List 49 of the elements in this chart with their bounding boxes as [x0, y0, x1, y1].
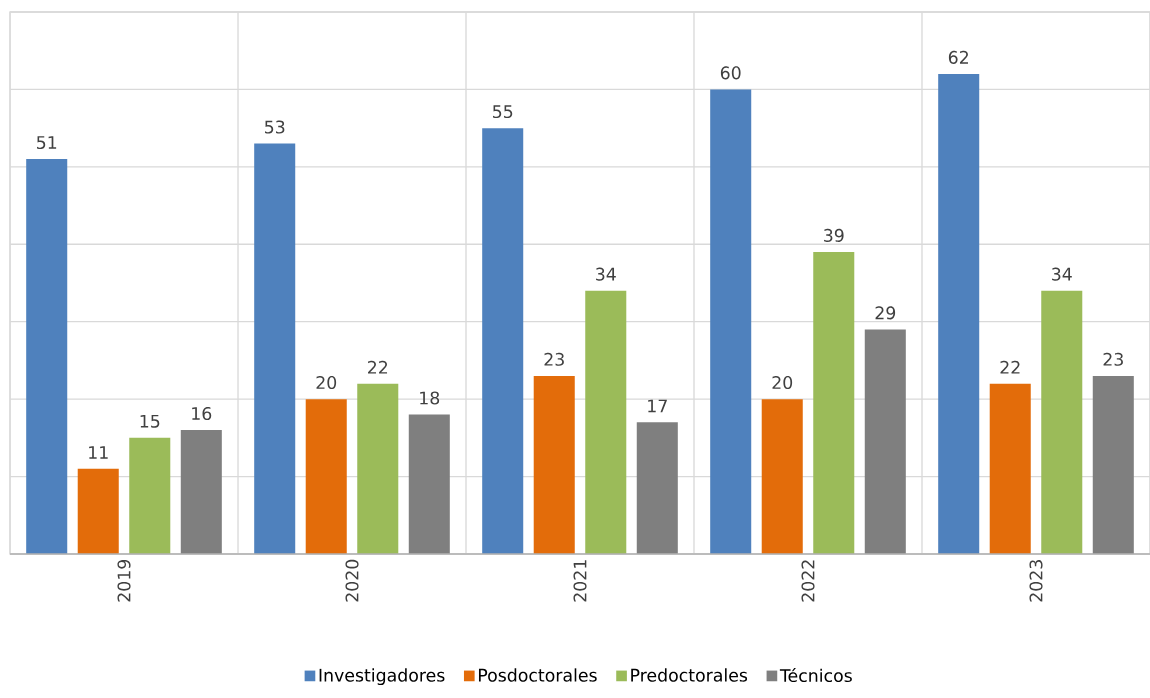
data-label: 15: [140, 414, 160, 428]
data-label: 23: [544, 352, 564, 366]
x-tick-label: 2019: [117, 559, 131, 602]
bar: [533, 375, 575, 554]
bar: [864, 329, 906, 554]
bar: [813, 252, 855, 554]
legend-label: Técnicos: [779, 667, 852, 683]
x-tick-label: 2022: [801, 560, 815, 602]
data-label: 20: [316, 375, 337, 390]
data-label: 16: [192, 406, 212, 421]
bar: [938, 73, 980, 554]
bar: [761, 399, 803, 554]
data-label: 53: [265, 120, 285, 134]
legend-label: Predoctorales: [631, 668, 748, 682]
x-tick-label: 2023: [1029, 560, 1043, 602]
legend-label: Posdoctorales: [478, 668, 597, 682]
bar: [357, 383, 399, 554]
bar: [585, 290, 627, 554]
bar: [77, 468, 119, 554]
data-label: 51: [37, 136, 57, 150]
bar: [1092, 375, 1134, 554]
data-label: 34: [596, 267, 616, 281]
bar: [408, 414, 450, 554]
data-label: 11: [89, 446, 108, 459]
bar: [305, 399, 347, 554]
bar: [710, 89, 752, 554]
bar: [26, 159, 68, 554]
data-label: 55: [493, 105, 513, 119]
data-label: 34: [1052, 267, 1072, 281]
data-label: 17: [648, 399, 667, 413]
data-label: 60: [720, 66, 741, 80]
bar: [1041, 290, 1083, 554]
bar: [482, 128, 524, 554]
x-tick-label: 2020: [345, 559, 359, 602]
data-label: 62: [948, 50, 968, 64]
data-label: 23: [1103, 352, 1123, 366]
data-label: 20: [772, 375, 793, 390]
data-label: 39: [824, 228, 844, 242]
data-label: 29: [875, 306, 896, 320]
bar: [180, 430, 222, 554]
data-label: 18: [420, 391, 440, 405]
data-label: 22: [368, 360, 388, 374]
bar: [129, 437, 171, 554]
data-label: 22: [1000, 360, 1020, 374]
bar: [989, 383, 1031, 554]
x-tick-label: 2021: [573, 560, 587, 602]
bar: [636, 422, 678, 554]
legend-label: Investigadores: [319, 668, 445, 686]
bar: [254, 143, 296, 554]
